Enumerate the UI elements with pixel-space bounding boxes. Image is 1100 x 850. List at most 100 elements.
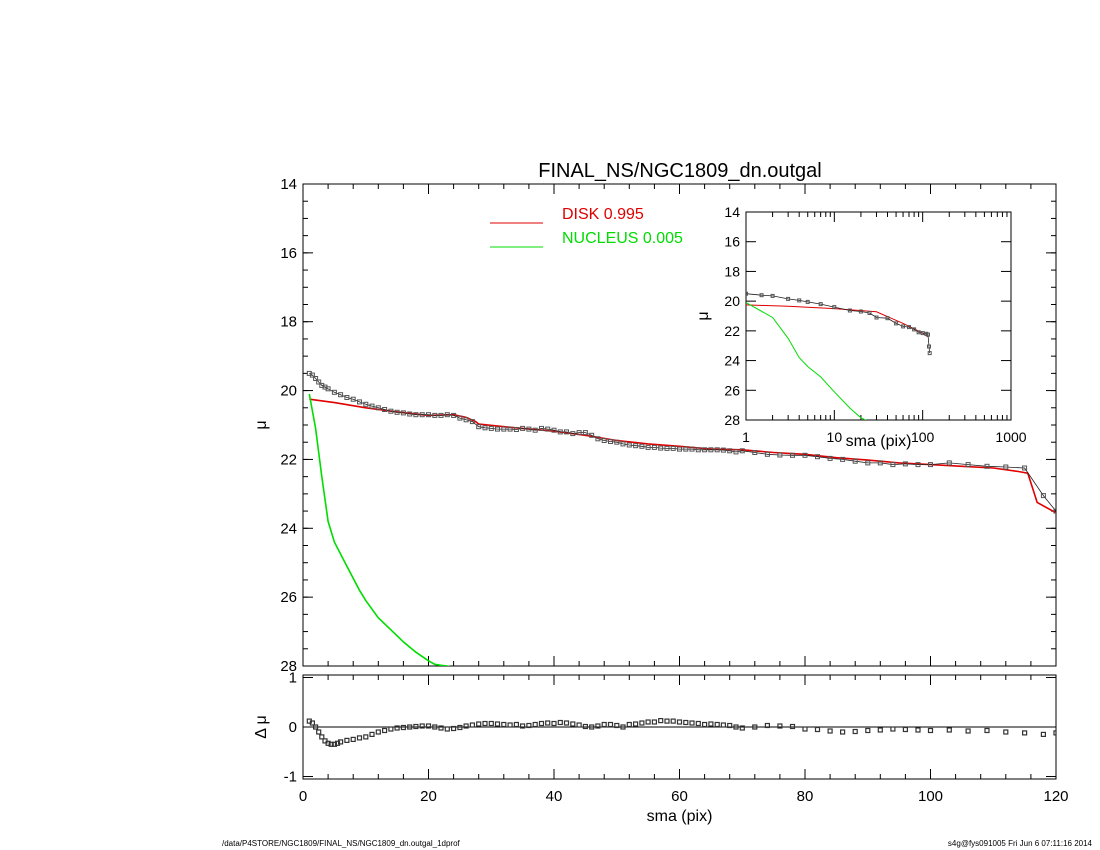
- data-point: [507, 426, 513, 432]
- inset-frame: [745, 211, 1012, 421]
- data-point: [695, 720, 701, 727]
- data-point: [419, 412, 425, 418]
- data-point: [695, 447, 701, 453]
- data-point: [920, 331, 925, 336]
- data-point: [727, 448, 733, 454]
- data-point: [463, 417, 469, 423]
- data-point: [463, 723, 469, 729]
- data-point: [338, 739, 344, 745]
- data-point: [388, 726, 394, 732]
- data-point: [805, 299, 810, 304]
- data-point: [394, 725, 400, 731]
- data-point: [832, 305, 837, 310]
- data-point: [683, 719, 689, 726]
- data-point: [589, 724, 595, 730]
- data-point: [451, 725, 457, 732]
- footer-path: /data/P4STORE/NGC1809/FINAL_NS/NGC1809_d…: [222, 839, 461, 848]
- data-point: [626, 442, 632, 448]
- data-point: [394, 409, 400, 415]
- main-ytick-label: 20: [280, 383, 297, 400]
- data-point: [658, 717, 664, 724]
- data-point: [532, 721, 538, 728]
- data-point: [601, 721, 607, 728]
- inset-xtick-label: 1000: [995, 429, 1026, 445]
- data-point: [702, 447, 708, 453]
- data-point: [539, 425, 544, 431]
- data-point: [331, 389, 337, 395]
- data-point: [752, 450, 758, 455]
- data-point: [589, 432, 595, 438]
- data-point: [309, 372, 315, 378]
- data-point: [815, 454, 820, 460]
- main-ytick-label: 16: [280, 245, 297, 262]
- inset-ytick-label: 18: [724, 263, 740, 279]
- resid-xtick-label: 60: [671, 788, 688, 805]
- data-point: [444, 726, 450, 732]
- data-point: [334, 740, 341, 746]
- inset-xtick-label: 1: [742, 429, 750, 445]
- resid-ytick-label: -1: [284, 769, 297, 786]
- data-point: [607, 721, 614, 728]
- data-point: [915, 727, 921, 733]
- data-point: [770, 293, 775, 298]
- data-point: [790, 452, 795, 458]
- data-point: [513, 427, 519, 432]
- data-point: [400, 724, 406, 731]
- data-point: [338, 392, 344, 398]
- data-point: [965, 728, 971, 734]
- data-point: [865, 460, 871, 466]
- data-point: [614, 722, 620, 729]
- data-point: [984, 727, 990, 734]
- data-point: [867, 311, 872, 315]
- data-point: [739, 448, 745, 454]
- data-point: [344, 737, 350, 744]
- data-point: [476, 721, 482, 727]
- data-point: [582, 723, 589, 730]
- inset-xtick-label: 100: [911, 429, 935, 445]
- data-point: [739, 725, 745, 731]
- data-point: [802, 726, 808, 732]
- resid-xtick-label: 20: [420, 788, 437, 805]
- data-point: [689, 720, 695, 726]
- resid-xlabel: sma (pix): [647, 808, 713, 825]
- data-trace: [309, 373, 1056, 512]
- data-point: [432, 724, 438, 730]
- inset-ytick-label: 22: [724, 323, 740, 339]
- data-point: [877, 460, 883, 466]
- data-point: [369, 403, 375, 409]
- data-point: [901, 324, 906, 329]
- data-point: [328, 741, 334, 747]
- data-point: [1040, 731, 1047, 738]
- footer-timestamp: s4g@fys091005 Fri Jun 6 07:11:16 2014: [948, 839, 1093, 848]
- data-point: [564, 429, 569, 435]
- data-point: [494, 721, 501, 727]
- data-point: [847, 308, 852, 313]
- data-point: [526, 722, 532, 729]
- data-point: [532, 427, 538, 433]
- legend: DISK 0.995 NUCLEUS 0.005: [490, 206, 683, 248]
- data-point: [316, 379, 322, 385]
- data-point: [946, 727, 952, 733]
- main-plot-area: [306, 370, 1056, 666]
- data-point: [469, 419, 475, 425]
- data-point: [513, 721, 520, 728]
- data-point: [1022, 465, 1028, 471]
- data-point: [407, 411, 413, 417]
- data-point: [413, 412, 419, 418]
- data-point: [432, 412, 438, 418]
- data-point: [469, 722, 475, 728]
- data-point: [946, 460, 952, 466]
- legend-label: NUCLEUS 0.005: [562, 230, 683, 247]
- data-point: [576, 430, 582, 436]
- data-point: [425, 723, 432, 729]
- data-point: [670, 718, 676, 724]
- inset-ytick-label: 28: [724, 412, 740, 428]
- data-point: [375, 729, 381, 735]
- resid-xtick-label: 100: [918, 788, 943, 805]
- data-point: [457, 415, 463, 421]
- data-point: [877, 727, 883, 733]
- main-ytick-label: 22: [280, 451, 297, 468]
- data-point: [797, 298, 802, 303]
- data-point: [369, 731, 375, 738]
- data-point: [633, 443, 639, 449]
